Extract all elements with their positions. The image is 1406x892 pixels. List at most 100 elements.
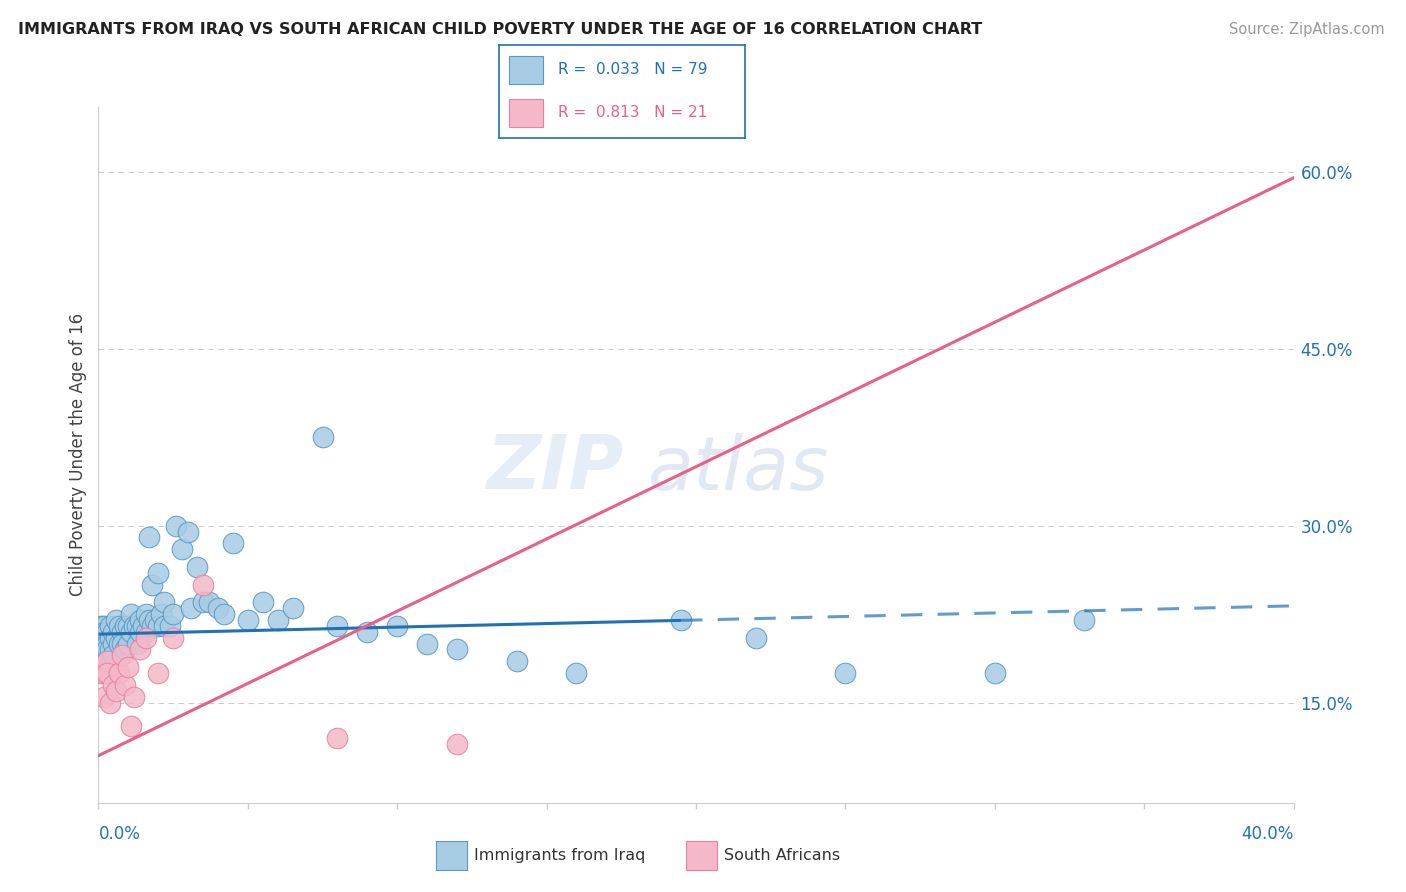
Point [212,607,235,621]
Point [114,619,136,633]
Text: IMMIGRANTS FROM IRAQ VS SOUTH AFRICAN CHILD POVERTY UNDER THE AGE OF 16 CORRELAT: IMMIGRANTS FROM IRAQ VS SOUTH AFRICAN CH… [18,22,983,37]
Text: South Africans: South Africans [724,848,841,863]
Point [984,666,1007,681]
Point [129,613,152,627]
Point [108,637,131,651]
Point [93,648,115,663]
Point [138,531,160,545]
Text: R =  0.813   N = 21: R = 0.813 N = 21 [558,105,707,120]
Point [834,666,856,681]
Point [90,648,112,663]
Point [100,631,122,645]
Point [416,637,439,651]
Point [90,666,112,681]
Point [103,624,125,639]
Point [267,613,290,627]
Point [124,619,146,633]
Point [96,642,118,657]
Point [138,613,160,627]
Text: R =  0.033   N = 79: R = 0.033 N = 79 [558,62,707,78]
Point [150,607,173,621]
FancyBboxPatch shape [509,56,543,84]
Point [127,637,149,651]
Point [281,601,304,615]
Point [506,654,529,668]
Point [356,624,378,639]
Point [162,607,184,621]
Point [105,613,128,627]
Point [669,613,692,627]
Point [96,637,118,651]
Point [132,619,155,633]
Point [103,648,125,663]
Point [326,619,349,633]
Point [117,660,139,674]
FancyBboxPatch shape [509,99,543,127]
Text: ZIP: ZIP [486,433,624,506]
Text: Source: ZipAtlas.com: Source: ZipAtlas.com [1229,22,1385,37]
Point [93,642,115,657]
Point [172,542,194,557]
Point [100,696,122,710]
Point [90,637,112,651]
Point [93,619,115,633]
Point [446,642,468,657]
Point [162,631,184,645]
Point [120,624,142,639]
Point [103,678,125,692]
Point [385,619,409,633]
Point [191,595,214,609]
Y-axis label: Child Poverty Under the Age of 16: Child Poverty Under the Age of 16 [69,313,87,597]
Point [222,536,245,550]
Point [93,666,115,681]
Point [93,624,115,639]
Point [105,683,128,698]
Point [198,595,221,609]
Point [120,719,142,733]
Point [129,624,152,639]
Point [135,624,157,639]
Point [108,666,131,681]
Point [252,595,274,609]
Point [127,619,149,633]
Point [135,607,157,621]
Point [105,631,128,645]
Point [207,601,229,615]
Point [565,666,588,681]
Point [165,518,187,533]
Point [93,631,115,645]
Point [90,642,112,657]
Point [96,654,118,668]
Point [114,642,136,657]
Point [93,690,115,704]
Point [148,619,170,633]
Point [100,642,122,657]
Point [186,560,208,574]
Point [108,619,131,633]
Point [100,619,122,633]
Point [141,577,163,591]
Point [446,737,468,751]
Text: 40.0%: 40.0% [1241,825,1294,843]
Point [111,648,134,663]
Point [120,607,142,621]
Point [135,631,157,645]
Point [148,566,170,580]
Point [111,637,134,651]
Point [236,613,259,627]
Point [1073,613,1095,627]
Point [180,601,202,615]
Point [153,595,176,609]
Text: Immigrants from Iraq: Immigrants from Iraq [474,848,645,863]
Point [745,631,768,645]
Point [96,654,118,668]
Point [96,666,118,681]
Point [96,624,118,639]
Point [326,731,349,745]
Text: 0.0%: 0.0% [98,825,141,843]
Point [117,637,139,651]
Point [114,678,136,692]
Point [191,577,214,591]
Point [124,690,146,704]
Point [148,666,170,681]
